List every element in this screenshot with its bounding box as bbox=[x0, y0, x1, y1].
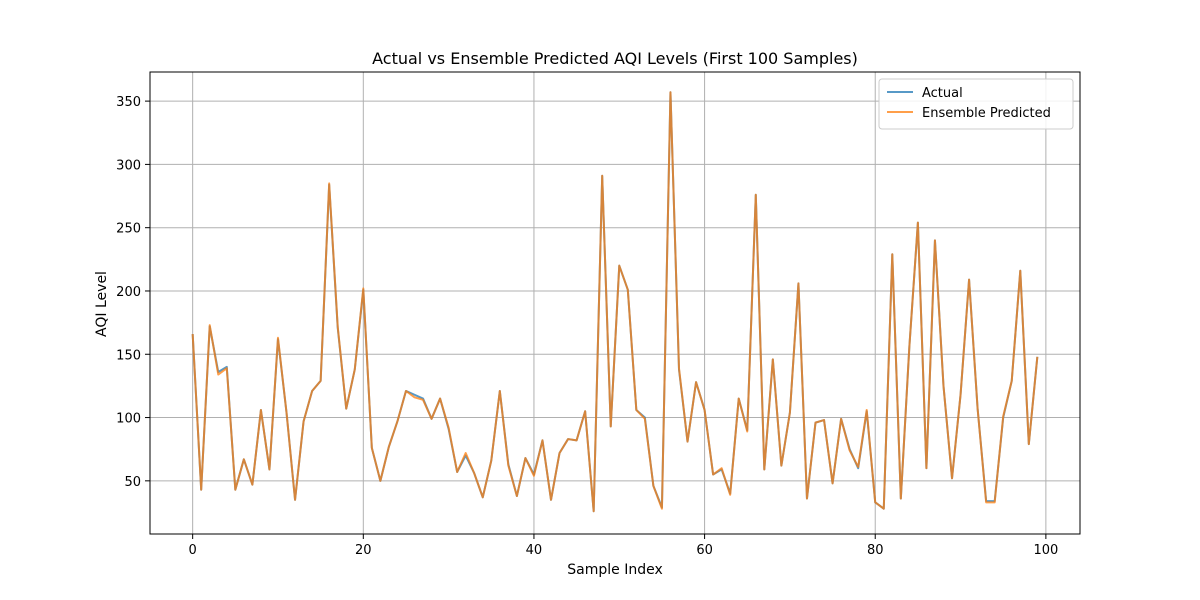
y-axis: 50 100 150 200 250 300 350 bbox=[116, 95, 150, 490]
y-tick-label: 150 bbox=[116, 348, 141, 363]
plot-frame bbox=[149, 71, 1081, 535]
x-axis-label: Sample Index bbox=[567, 562, 662, 578]
legend: Actual Ensemble Predicted bbox=[878, 78, 1074, 130]
y-tick-label: 300 bbox=[116, 158, 141, 173]
legend-label: Actual bbox=[922, 86, 963, 101]
x-tick-label: 60 bbox=[696, 543, 713, 558]
y-tick-label: 50 bbox=[124, 475, 141, 490]
y-axis-label: AQI Level bbox=[94, 271, 110, 337]
x-tick-label: 40 bbox=[526, 543, 543, 558]
x-axis: 0 20 40 60 80 100 bbox=[189, 534, 1058, 558]
x-tick-label: 80 bbox=[867, 543, 884, 558]
chart-title: Actual vs Ensemble Predicted AQI Levels … bbox=[372, 49, 858, 68]
legend-label: Ensemble Predicted bbox=[922, 106, 1051, 121]
x-tick-label: 20 bbox=[355, 543, 372, 558]
y-tick-label: 250 bbox=[116, 222, 141, 237]
x-tick-label: 0 bbox=[189, 543, 197, 558]
legend-box bbox=[878, 78, 1074, 130]
y-tick-label: 100 bbox=[116, 412, 141, 427]
series-lines bbox=[191, 91, 1039, 513]
y-tick-label: 350 bbox=[116, 95, 141, 110]
y-tick-label: 200 bbox=[116, 285, 141, 300]
series-line-ensemble-predicted bbox=[191, 91, 1039, 513]
x-tick-label: 100 bbox=[1033, 543, 1058, 558]
